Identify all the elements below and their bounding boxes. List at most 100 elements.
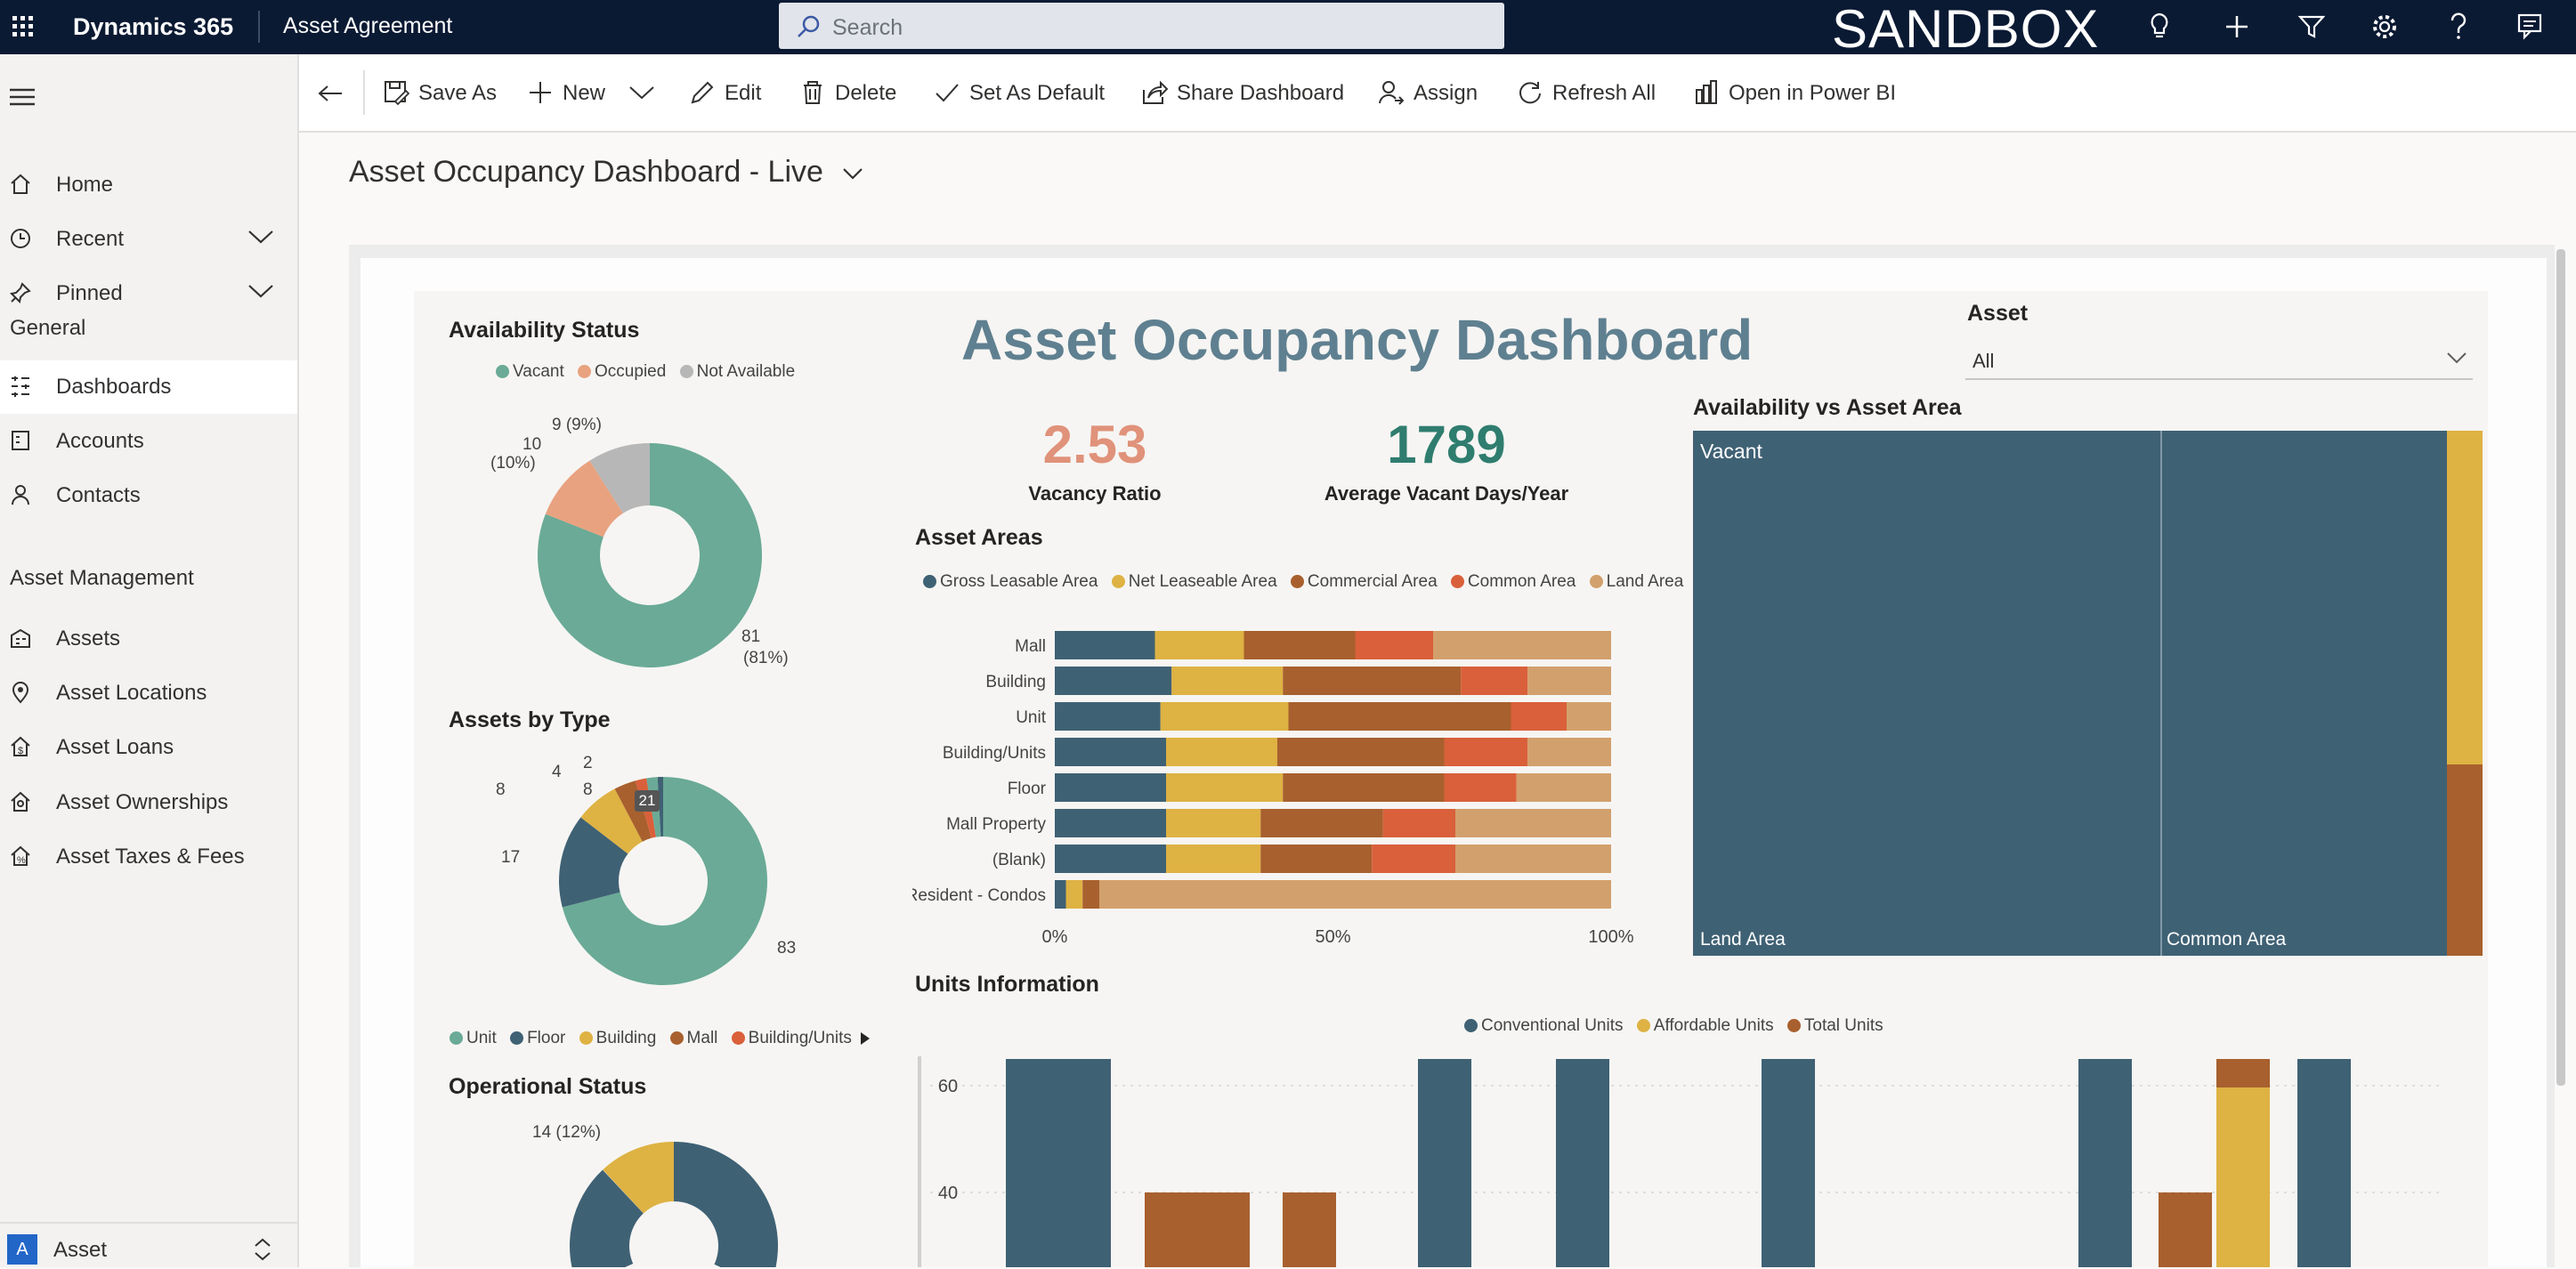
home-icon	[11, 174, 30, 194]
nav-item-asset-ownerships[interactable]: Asset Ownerships	[0, 776, 297, 829]
bar-segment	[1283, 773, 1445, 802]
chevron-down-icon[interactable]	[628, 85, 655, 101]
bar-segment	[1055, 702, 1161, 731]
treemap-tile-occupied-commercial[interactable]	[2447, 764, 2483, 956]
clock-icon	[11, 229, 30, 248]
asset-filter-label: Asset	[1967, 301, 2029, 326]
area-switcher[interactable]: A Asset	[0, 1222, 297, 1269]
search-input[interactable]: Search	[779, 3, 1504, 49]
legend-item: Affordable Units	[1653, 1016, 1774, 1035]
legend-item: Building	[595, 1029, 657, 1047]
save-as-icon	[385, 81, 409, 106]
asset-areas-bar-chart[interactable]: Mall Building Unit Building/Units Floor Mall …	[912, 620, 1891, 958]
nav-label: Asset Loans	[56, 735, 174, 759]
bar-segment	[1260, 845, 1373, 873]
legend-item: Floor	[527, 1029, 566, 1047]
back-arrow-icon[interactable]	[317, 85, 344, 102]
nav-label: Asset Ownerships	[56, 790, 229, 814]
treemap-tile-occupied-net[interactable]	[2447, 431, 2483, 764]
treemap-divider	[2160, 431, 2162, 956]
nav-label: Pinned	[56, 281, 123, 305]
nav-item-asset-locations[interactable]: Asset Locations	[0, 667, 297, 720]
vacancy-ratio-value: 2.53	[1042, 415, 1147, 474]
brand-name[interactable]: Dynamics 365	[73, 13, 234, 40]
nav-item-assets[interactable]: Assets	[0, 612, 297, 666]
bar-segment	[1283, 667, 1462, 695]
app-name[interactable]: Asset Agreement	[283, 13, 453, 38]
nav-item-pinned[interactable]: Pinned	[0, 267, 297, 320]
lightbulb-icon[interactable]	[2148, 12, 2171, 41]
chevron-down-icon[interactable]	[247, 283, 274, 299]
data-label: (10%)	[490, 454, 536, 473]
chat-icon[interactable]	[2517, 13, 2548, 40]
bar-segment	[1461, 667, 1528, 695]
data-label: 1	[647, 792, 656, 809]
filter-icon[interactable]	[2298, 14, 2325, 39]
legend-next-icon[interactable]	[859, 1031, 871, 1046]
area-name: Asset	[53, 1238, 108, 1262]
pin-icon	[9, 282, 31, 304]
nav-item-dashboards[interactable]: Dashboards	[0, 360, 297, 414]
chevron-down-icon	[2447, 352, 2467, 364]
bar	[2297, 1059, 2351, 1267]
bar-segment	[1166, 738, 1277, 766]
availability-treemap[interactable]: Vacant Land Area Common Area	[1693, 431, 2576, 965]
data-label: 8	[583, 780, 593, 799]
bar	[1762, 1059, 1815, 1267]
asset-filter-dropdown[interactable]: All	[1965, 339, 2473, 380]
tick-label: 100%	[1588, 927, 1633, 947]
tick-label: 0%	[1042, 927, 1068, 947]
treemap-tile-common-area[interactable]	[2162, 431, 2447, 956]
scrollbar[interactable]	[2556, 249, 2565, 1086]
nav-item-asset-loans[interactable]: $ Asset Loans	[0, 721, 297, 774]
bar-segment	[1166, 809, 1261, 837]
data-label: 2	[583, 754, 593, 772]
bar-segment	[1166, 773, 1284, 802]
treemap-tile-land-area[interactable]	[1693, 431, 2160, 956]
chevron-down-icon[interactable]	[842, 166, 863, 181]
location-pin-icon	[12, 682, 29, 704]
gear-icon[interactable]	[2371, 13, 2398, 40]
nav-group-general: General	[10, 316, 86, 340]
legend-item: Common Area	[1467, 572, 1576, 591]
bar-segment	[1433, 631, 1611, 659]
plus-icon[interactable]	[2224, 14, 2249, 39]
tick-label: 60	[938, 1077, 958, 1096]
bar-segment	[1288, 702, 1511, 731]
types-legend: Unit Floor Building Mall Building/Units	[450, 1029, 861, 1048]
chevron-down-icon[interactable]	[247, 229, 274, 245]
bar-segment	[1567, 702, 1611, 731]
units-bar-chart[interactable]: 60 40	[912, 1056, 2443, 1267]
bar-segment	[1355, 631, 1433, 659]
donut-slice	[603, 1142, 674, 1214]
report-title: Asset Occupancy Dashboard	[961, 308, 1754, 372]
category-label: Mall Property	[946, 815, 1046, 834]
dashboard-icon	[12, 376, 29, 397]
nav-item-asset-taxes[interactable]: % Asset Taxes & Fees	[0, 830, 297, 884]
bar-segment	[1511, 702, 1567, 731]
bar	[2216, 1059, 2270, 1267]
nav-item-home[interactable]: Home	[0, 158, 297, 212]
units-legend: Conventional Units Affordable Units Tota…	[1464, 1016, 1892, 1036]
new-label: New	[563, 81, 606, 105]
checkmark-icon	[936, 84, 959, 102]
donut-slice	[570, 1169, 644, 1267]
area-badge: A	[7, 1234, 37, 1265]
refresh-icon	[1519, 82, 1541, 104]
operational-donut-chart[interactable]	[567, 1139, 781, 1267]
help-icon[interactable]	[2448, 12, 2469, 41]
vacant-days-value: 1789	[1387, 415, 1506, 474]
chevron-updown-icon[interactable]	[253, 1236, 272, 1263]
bar-segment	[1055, 809, 1166, 837]
types-donut-chart[interactable]	[556, 774, 770, 988]
nav-item-accounts[interactable]: Accounts	[0, 415, 297, 468]
bar-segment	[1382, 809, 1455, 837]
hamburger-icon[interactable]	[10, 88, 35, 106]
legend-item: Net Leaseable Area	[1128, 572, 1277, 591]
nav-item-contacts[interactable]: Contacts	[0, 469, 297, 522]
app-launcher-icon[interactable]	[12, 16, 34, 37]
bar	[1418, 1059, 1471, 1267]
dashboard-selector[interactable]: Asset Occupancy Dashboard - Live	[349, 155, 863, 190]
nav-item-recent[interactable]: Recent	[0, 213, 297, 266]
availability-donut-chart[interactable]	[530, 435, 770, 675]
